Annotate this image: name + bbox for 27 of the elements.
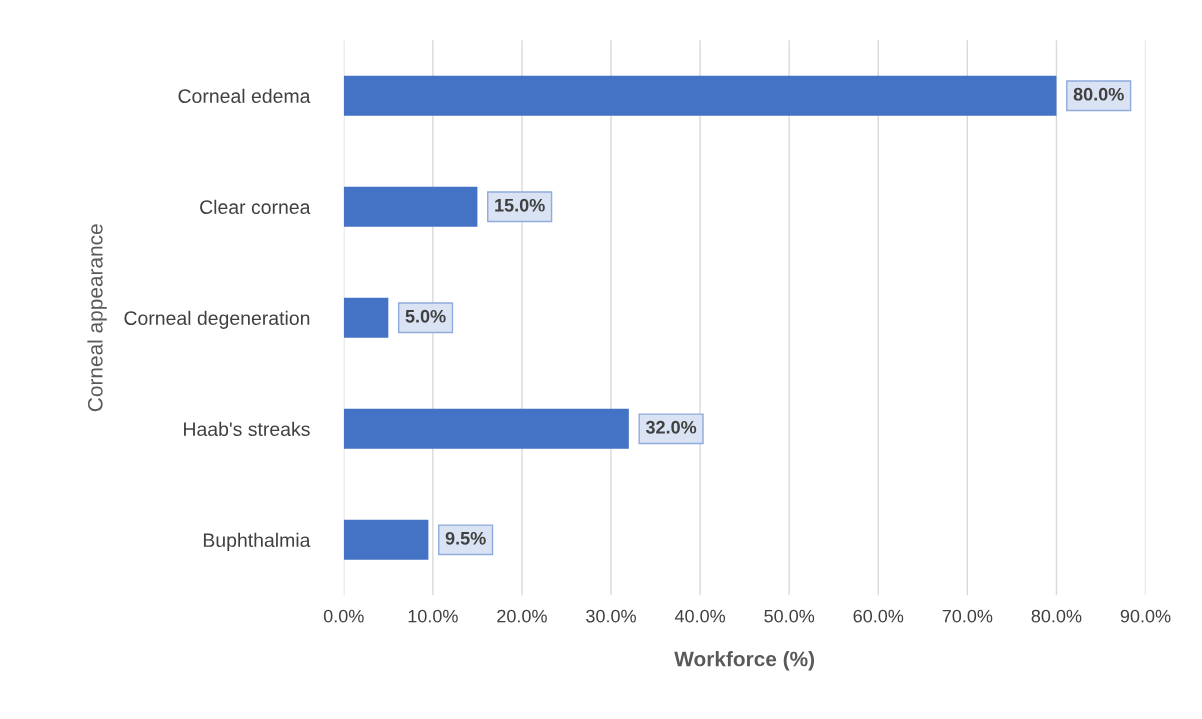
x-tick-label: 0.0% (323, 609, 364, 623)
x-tick-label: 20.0% (497, 609, 547, 623)
x-tick-label: 10.0% (408, 609, 458, 623)
data-label: 80.0% (1073, 87, 1124, 101)
x-tick-label: 70.0% (942, 609, 993, 623)
bar (343, 297, 389, 338)
y-tick-label: Corneal edema (178, 88, 311, 104)
x-tick-label: 90.0% (1120, 609, 1171, 623)
x-axis-title: Workforce (%) (674, 651, 815, 671)
data-label: 9.5% (445, 531, 486, 545)
x-tick-label: 30.0% (586, 609, 636, 623)
x-tick-label: 40.0% (674, 609, 726, 623)
bar (343, 519, 429, 560)
y-tick-label: Haab's streaks (184, 421, 310, 437)
x-tick-label: 80.0% (1031, 609, 1082, 623)
x-tick-label: 60.0% (853, 609, 904, 623)
x-tick-label: 50.0% (764, 609, 815, 623)
bar (343, 75, 1057, 116)
y-tick-label: Clear cornea (200, 199, 311, 215)
bar (343, 408, 629, 449)
data-label: 15.0% (495, 198, 545, 212)
bar (343, 186, 478, 227)
data-label: 5.0% (405, 309, 446, 323)
y-tick-label: Corneal degeneration (124, 310, 310, 329)
data-label: 32.0% (645, 420, 697, 434)
y-axis-title: Corneal appearance (87, 224, 107, 412)
y-tick-label: Buphthalmia (203, 532, 311, 551)
